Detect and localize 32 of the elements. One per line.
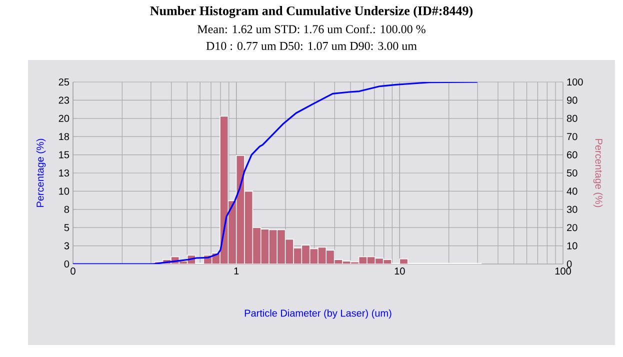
y2-tick-label: 100 — [567, 78, 583, 86]
y2-tick-label: 30 — [566, 206, 578, 213]
y2-tick-label: 50 — [566, 169, 578, 177]
y2-tick-label: 90 — [567, 96, 578, 104]
x-tick-label: 100 — [555, 268, 571, 275]
y2-tick-label: 10 — [567, 242, 578, 250]
y-tick-label: 3 — [64, 242, 70, 250]
chart-subtitle: Mean: 1.62 um STD: 1.76 um Conf.: 100.00 % — [198, 24, 426, 34]
y-tick-label: 15 — [59, 151, 70, 158]
y-tick-label: 18 — [59, 133, 70, 140]
y-tick-label: 8 — [64, 206, 70, 213]
y-tick-label: 0 — [64, 260, 70, 268]
y-tick-label: 25 — [58, 78, 70, 86]
y2-tick-label: 70 — [567, 133, 578, 140]
y2-tick-label: 0 — [566, 260, 572, 268]
text: D10 : 0.77 um D50: 1.07 um D90: 3.00 um — [206, 42, 417, 50]
y2-tick-label: 80 — [566, 114, 578, 122]
y2-tick-label: 20 — [567, 224, 578, 232]
chart-title: Number Histogram and Cumulative Undersize (ID#:8449) — [150, 6, 473, 18]
x-tick-label: 10 — [394, 268, 405, 275]
x-tick-label: 0 — [70, 268, 76, 275]
y-tick-label: 5 — [64, 224, 70, 232]
y-axis-title: Percentage (%) — [36, 138, 46, 207]
y2-tick-label: 40 — [566, 188, 578, 195]
y-tick-label: 10 — [59, 188, 70, 195]
x-tick-label: 1 — [234, 268, 239, 274]
y-tick-label: 23 — [58, 96, 70, 104]
y-tick-label: 20 — [58, 114, 70, 122]
x-axis-title: Particle Diameter (by Laser) (um) — [244, 309, 392, 319]
y-tick-label: 13 — [59, 169, 70, 177]
y2-axis-title: Percentage (%) — [593, 139, 603, 208]
y2-tick-label: 60 — [567, 151, 578, 158]
